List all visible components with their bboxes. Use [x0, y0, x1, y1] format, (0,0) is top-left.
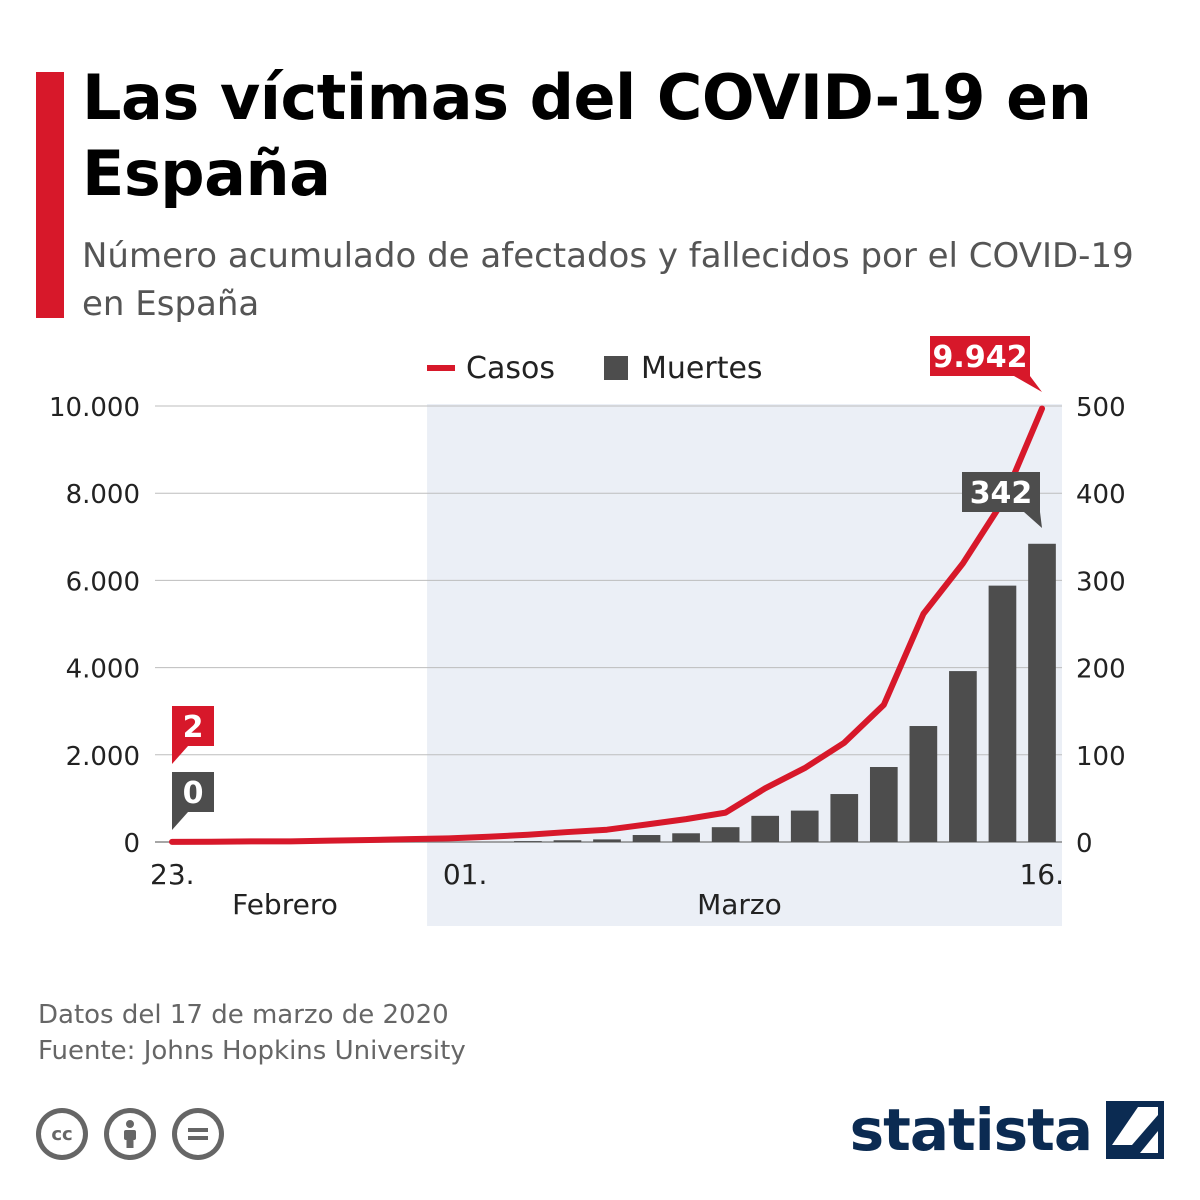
- cc-icon[interactable]: cc: [36, 1108, 88, 1160]
- x-tick-label: 16.: [1019, 858, 1064, 891]
- left-axis-tick-label: 2.000: [66, 742, 140, 772]
- callout-label: 2: [183, 710, 204, 745]
- statista-logo[interactable]: statista: [850, 1100, 1164, 1160]
- right-axis-tick-label: 200: [1076, 655, 1126, 685]
- callout-box: [930, 336, 1042, 392]
- callout-box: [962, 472, 1042, 528]
- callout-box: [172, 706, 214, 764]
- source-note: Fuente: Johns Hopkins University: [38, 1036, 466, 1066]
- bar-muertes: [830, 794, 859, 842]
- bar-muertes: [790, 810, 819, 842]
- bar-muertes: [632, 835, 661, 842]
- x-tick-label: 23.: [150, 858, 195, 891]
- right-axis-tick-label: 500: [1076, 393, 1126, 423]
- bar-muertes: [751, 815, 780, 842]
- bar-muertes: [553, 840, 582, 842]
- bar-muertes: [988, 585, 1017, 842]
- callout-label: 0: [183, 776, 204, 811]
- chart-title: Las víctimas del COVID-19 en España: [82, 61, 1092, 210]
- attribution-icon[interactable]: [104, 1108, 156, 1160]
- callout-box: [172, 772, 214, 830]
- left-axis-tick-label: 10.000: [49, 393, 140, 423]
- right-axis-tick-label: 400: [1076, 480, 1126, 510]
- left-axis-tick-label: 4.000: [66, 655, 140, 685]
- bar-muertes: [869, 767, 898, 842]
- date-note: Datos del 17 de marzo de 2020: [38, 1000, 449, 1030]
- right-axis-tick-label: 0: [1076, 829, 1093, 859]
- bar-muertes: [514, 841, 542, 842]
- bar-muertes: [593, 839, 621, 842]
- bar-muertes: [1028, 543, 1056, 842]
- line-casos: [169, 405, 1045, 845]
- license-icons: cc: [36, 1108, 224, 1160]
- bar-muertes: [672, 833, 700, 842]
- right-axis-tick-label: 100: [1076, 742, 1126, 772]
- left-axis-tick-label: 6.000: [66, 567, 140, 597]
- chart-subtitle: Número acumulado de afectados y fallecid…: [82, 236, 1134, 324]
- left-axis-tick-label: 0: [123, 829, 140, 859]
- bar-muertes: [711, 827, 740, 842]
- legend-label-casos: Casos: [466, 351, 555, 386]
- title-accent-bar: [36, 72, 64, 318]
- no-derivatives-icon[interactable]: [172, 1108, 224, 1160]
- statista-logo-icon: [1106, 1101, 1164, 1159]
- left-axis-tick-label: 8.000: [66, 480, 140, 510]
- bar-muertes: [949, 671, 977, 842]
- statista-wordmark: statista: [849, 1096, 1093, 1164]
- chart: 0 2.000 4.000 6.000 8.000 10.000 0 100 200 300 400…: [49, 336, 1126, 926]
- legend-swatch-muertes: [604, 356, 628, 380]
- callout-label: 342: [970, 476, 1033, 511]
- bar-muertes: [909, 726, 938, 842]
- x-group-label: Marzo: [697, 888, 782, 921]
- x-tick-label: 01.: [443, 858, 488, 891]
- legend-label-muertes: Muertes: [641, 351, 763, 386]
- right-axis-tick-label: 300: [1076, 567, 1126, 597]
- callout-label: 9.942: [933, 340, 1028, 375]
- x-group-label: Febrero: [232, 888, 338, 921]
